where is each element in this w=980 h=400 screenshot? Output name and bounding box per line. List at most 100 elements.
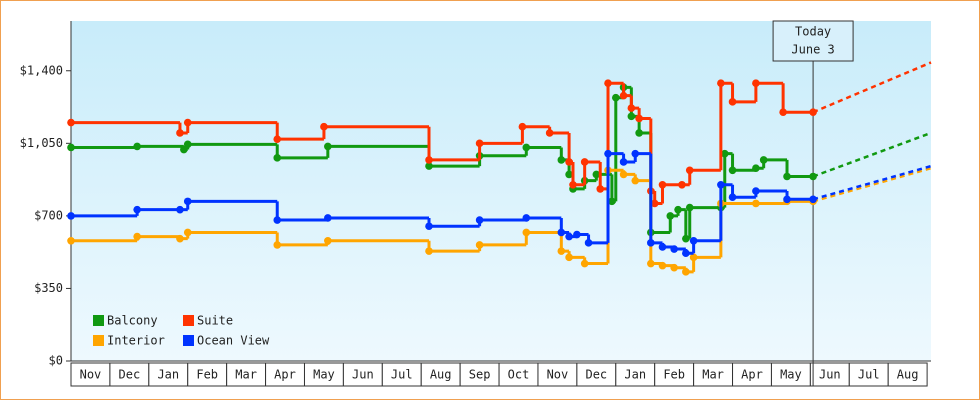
point <box>176 129 184 137</box>
legend-swatch <box>93 335 104 346</box>
forecast-line <box>812 164 932 201</box>
point <box>320 122 328 131</box>
point <box>728 193 737 202</box>
point <box>717 180 725 189</box>
point <box>273 241 282 249</box>
point <box>565 158 573 166</box>
point <box>635 129 643 137</box>
point <box>728 166 737 175</box>
point <box>619 170 628 179</box>
point <box>752 79 760 87</box>
point <box>759 156 768 164</box>
point <box>425 162 433 170</box>
x-tick-label: Jul <box>858 368 880 382</box>
today-label: Today <box>795 25 831 39</box>
point <box>604 79 612 87</box>
forecast-line <box>812 166 932 203</box>
point <box>635 114 643 123</box>
x-tick-label: Sep <box>469 368 491 382</box>
point <box>584 239 593 247</box>
point <box>273 154 282 162</box>
point <box>133 232 141 241</box>
point <box>324 214 332 222</box>
point <box>720 149 729 158</box>
legend-swatch <box>183 335 194 346</box>
point <box>658 180 667 189</box>
point <box>650 199 659 208</box>
x-tick-label: May <box>780 368 802 382</box>
point <box>627 112 636 121</box>
point <box>631 176 640 185</box>
legend-label: Suite <box>197 314 233 328</box>
point <box>133 142 141 151</box>
x-tick-label: Aug <box>430 368 452 382</box>
point <box>180 145 188 154</box>
today-date: June 3 <box>791 43 834 57</box>
point <box>682 249 690 257</box>
y-tick-label: $1,400 <box>20 63 63 77</box>
point <box>670 245 678 253</box>
point <box>425 222 433 231</box>
point <box>324 236 332 245</box>
x-tick-label: Jun <box>819 368 841 382</box>
x-tick-label: Dec <box>119 368 141 382</box>
point <box>678 180 686 189</box>
point <box>557 156 566 164</box>
point <box>783 195 791 204</box>
legend-swatch <box>93 315 104 326</box>
point <box>809 195 817 204</box>
point <box>545 129 554 137</box>
x-tick-label: Apr <box>741 368 763 382</box>
point <box>682 234 690 243</box>
month-cell <box>887 362 928 387</box>
point <box>183 118 192 127</box>
x-tick-label: Jul <box>391 368 413 382</box>
y-tick-label: $0 <box>49 354 63 368</box>
point <box>425 247 433 255</box>
point <box>522 214 531 222</box>
point <box>689 253 698 262</box>
plot-area <box>71 21 931 361</box>
point <box>809 108 817 117</box>
point <box>631 149 640 158</box>
forecast-line <box>812 131 932 178</box>
x-tick-label: Feb <box>663 368 685 382</box>
x-tick-label: Apr <box>274 368 296 382</box>
point <box>685 166 694 175</box>
point <box>752 187 760 195</box>
legend-label: Ocean View <box>197 334 270 348</box>
point <box>565 170 573 179</box>
point <box>685 203 694 212</box>
today-box <box>772 20 854 62</box>
legend-label: Interior <box>107 334 165 348</box>
point <box>518 122 527 131</box>
point <box>647 239 655 247</box>
point <box>475 216 484 224</box>
point <box>752 164 760 172</box>
point <box>604 149 612 158</box>
point <box>557 247 566 255</box>
point <box>565 253 573 262</box>
x-tick-label: Jun <box>352 368 374 382</box>
x-tick-label: Jan <box>624 368 646 382</box>
x-tick-label: Mar <box>235 368 257 382</box>
x-tick-label: Nov <box>547 368 569 382</box>
forecast-line <box>812 61 932 114</box>
point <box>596 185 605 193</box>
point <box>273 216 282 224</box>
point <box>176 234 184 243</box>
y-tick-label: $350 <box>34 281 63 295</box>
point <box>580 158 589 166</box>
point <box>569 180 577 189</box>
point <box>670 263 678 272</box>
point <box>608 197 616 206</box>
point <box>183 140 192 149</box>
point <box>658 261 667 270</box>
point <box>783 172 791 181</box>
point <box>565 232 573 241</box>
legend-label: Balcony <box>107 314 158 328</box>
y-tick-label: $1,050 <box>20 136 63 150</box>
point <box>728 98 737 106</box>
